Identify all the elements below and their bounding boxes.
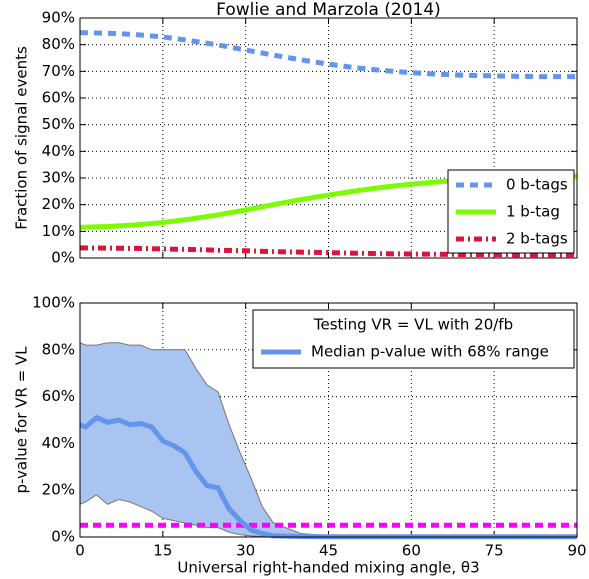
legend-label: 1 b-tag — [506, 203, 560, 221]
x-tick-label: 90 — [567, 542, 586, 560]
axes-frame — [79, 17, 578, 259]
y-axis-label: p-value for VR = VL — [13, 346, 31, 494]
legend-label: 0 b-tags — [506, 176, 568, 194]
y-tick-label: 80% — [42, 340, 75, 358]
x-tick-label: 0 — [75, 542, 85, 560]
axes-frame — [79, 302, 578, 538]
legend-label: 2 b-tags — [506, 230, 568, 248]
range-band — [80, 342, 577, 537]
y-tick-label: 0% — [51, 528, 75, 546]
x-tick-label: 75 — [485, 542, 504, 560]
y-tick-label: 40% — [42, 434, 75, 452]
y-tick-label: 10% — [42, 222, 75, 240]
legend-title: Testing VR = VL with 20/fb — [313, 316, 513, 334]
y-tick-label: 100% — [32, 294, 75, 312]
y-tick-label: 50% — [42, 115, 75, 133]
x-tick-label: 30 — [236, 542, 255, 560]
series-line — [79, 245, 577, 258]
y-tick-label: 60% — [42, 89, 75, 107]
legend-box — [252, 309, 575, 369]
y-tick-label: 40% — [42, 142, 75, 160]
y-tick-label: 20% — [42, 195, 75, 213]
y-tick-label: 70% — [42, 62, 75, 80]
y-tick-label: 30% — [42, 169, 75, 187]
y-tick-label: 0% — [51, 249, 75, 267]
x-axis-label: Universal right-handed mixing angle, θ3 — [177, 559, 479, 577]
y-tick-label: 60% — [42, 387, 75, 405]
x-tick-label: 15 — [153, 542, 172, 560]
x-tick-label: 60 — [402, 542, 421, 560]
x-tick-label: 45 — [319, 542, 338, 560]
legend-label: Median p-value with 68% range — [311, 343, 549, 361]
median-line — [79, 414, 577, 540]
y-tick-label: 80% — [42, 35, 75, 53]
y-axis-label: Fraction of signal events — [13, 46, 31, 230]
chart-title: Fowlie and Marzola (2014) — [216, 0, 441, 20]
y-tick-label: 20% — [42, 481, 75, 499]
y-tick-label: 90% — [42, 9, 75, 27]
